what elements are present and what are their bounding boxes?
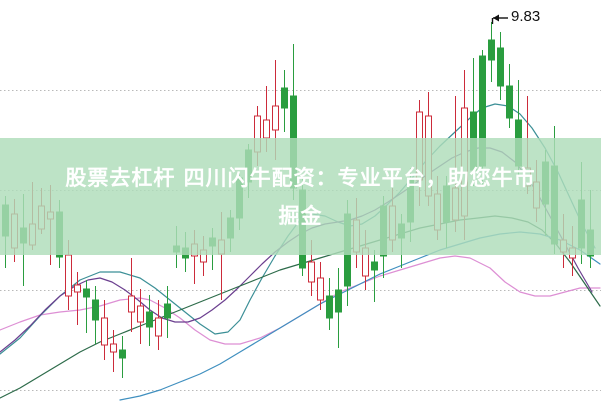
candle-body (236, 177, 243, 219)
candle-body (506, 85, 513, 119)
candle-body (299, 189, 306, 269)
candle-body (281, 87, 288, 109)
candle-body (461, 107, 468, 217)
candle-body (497, 47, 504, 87)
candle-body (533, 181, 540, 209)
candle-body (452, 187, 459, 221)
candle-body (74, 284, 81, 293)
ma-line (119, 231, 601, 401)
candle-body (380, 205, 387, 257)
candle-body (200, 249, 207, 263)
candlestick-series (2, 22, 594, 378)
candle-body (371, 261, 378, 271)
candle-body (11, 213, 18, 249)
candle-body (92, 299, 99, 321)
candle-body (344, 213, 351, 287)
candle-body (353, 219, 360, 253)
ma-line (0, 103, 596, 355)
candle-body (101, 317, 108, 346)
candle-body (38, 205, 45, 230)
candle-body (2, 204, 9, 237)
candle-body (191, 243, 198, 257)
candle-body (155, 317, 162, 337)
candle-body (569, 247, 576, 259)
candle-body (164, 303, 171, 319)
arrow-head-icon (493, 14, 499, 22)
candle-body (308, 261, 315, 283)
candle-body (137, 305, 144, 323)
candle-body (263, 119, 270, 139)
candle-body (560, 239, 567, 253)
candle-body (551, 165, 558, 245)
candle-body (173, 245, 180, 253)
candle-body (146, 311, 153, 328)
candle-body (47, 211, 54, 220)
ma-line (0, 255, 601, 345)
candle-body (56, 211, 63, 258)
peak-price-label: 9.83 (511, 8, 541, 25)
candle-body (83, 288, 90, 298)
candle-body (119, 349, 126, 359)
candle-body (479, 55, 486, 167)
candle-body (128, 295, 135, 313)
candle-body (65, 254, 72, 297)
candle-body (587, 229, 594, 257)
peak-arrow-icon (491, 14, 508, 24)
candle-body (20, 227, 27, 244)
candle-body (425, 115, 432, 197)
candle-body (416, 111, 423, 181)
candle-body (524, 167, 531, 187)
candle-body (515, 119, 522, 167)
candle-body (110, 343, 117, 353)
candle-body (254, 115, 261, 153)
candle-body (407, 177, 414, 223)
candle-body (317, 277, 324, 301)
candle-body (227, 217, 234, 239)
candle-body (470, 111, 477, 171)
candle-body (398, 223, 405, 239)
candle-body (218, 239, 225, 255)
candle-body (488, 39, 495, 61)
candle-body (326, 295, 333, 319)
candle-body (29, 223, 36, 246)
candle-body (335, 289, 342, 313)
candle-body (443, 185, 450, 223)
candle-body (578, 199, 585, 249)
candle-body (182, 247, 189, 259)
candle-body (542, 161, 549, 205)
candle-body (209, 237, 216, 247)
candle-body (290, 95, 297, 189)
candle-body (272, 105, 279, 131)
candle-body (389, 205, 396, 241)
candle-body (434, 193, 441, 231)
candle-body (245, 149, 252, 183)
candle-body (362, 247, 369, 277)
